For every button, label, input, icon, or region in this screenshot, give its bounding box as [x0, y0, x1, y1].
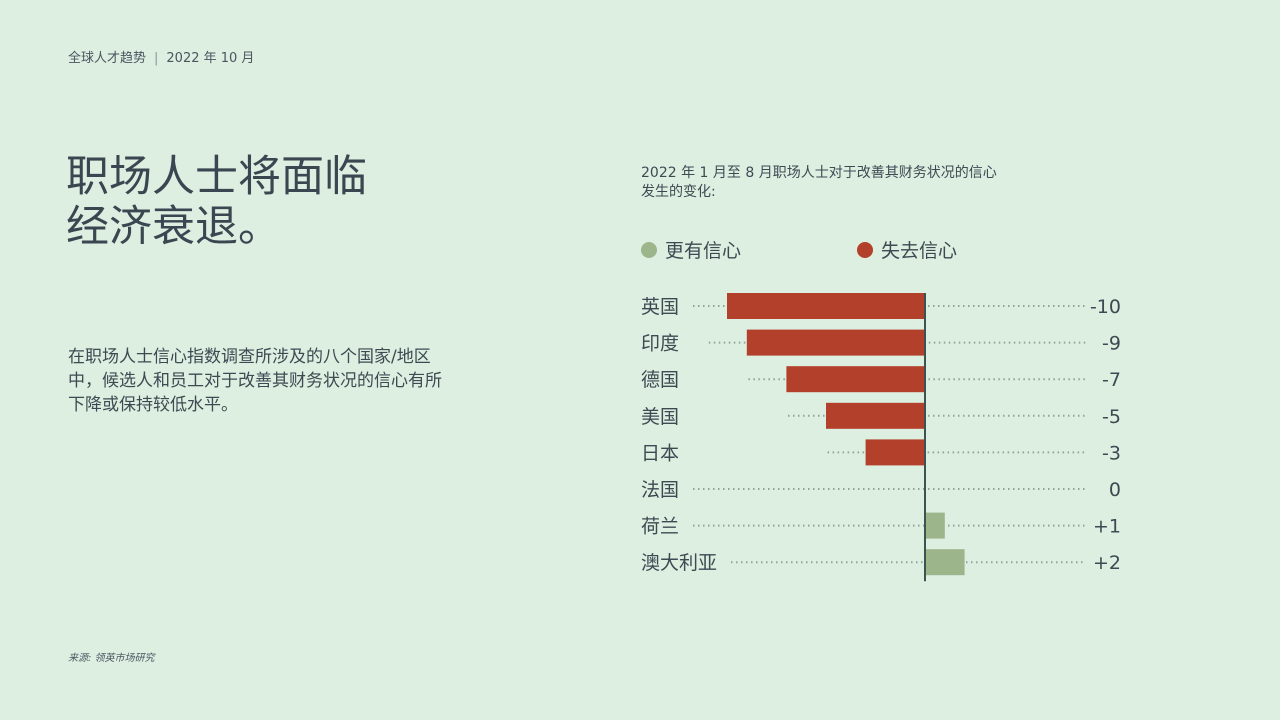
category-label: 法国	[641, 479, 679, 501]
page-title: 职场人士将面临 经济衰退。	[66, 152, 367, 252]
value-label: -3	[1102, 442, 1121, 464]
value-label: -5	[1102, 406, 1121, 428]
source-note: 来源: 领英市场研究	[68, 653, 155, 664]
value-label: +1	[1093, 516, 1121, 538]
category-label: 澳大利亚	[641, 552, 717, 574]
category-label: 英国	[641, 296, 679, 318]
report-header: 全球人才趋势 | 2022 年 10 月	[68, 47, 254, 66]
bar	[865, 439, 925, 466]
value-label: -7	[1102, 369, 1121, 391]
category-label: 德国	[641, 369, 679, 391]
legend-dot-positive-icon	[641, 241, 657, 258]
title-line-2: 经济衰退。	[66, 202, 281, 252]
value-label: 0	[1109, 479, 1121, 501]
bar	[925, 512, 945, 539]
legend-label-negative: 失去信心	[881, 240, 958, 262]
legend-label-positive: 更有信心	[665, 240, 742, 262]
category-label: 日本	[641, 442, 679, 464]
category-label: 美国	[641, 406, 679, 428]
value-label: +2	[1093, 552, 1121, 574]
bar	[786, 366, 925, 393]
category-label: 荷兰	[641, 516, 679, 538]
report-series: 全球人才趋势	[68, 51, 147, 66]
title-line-1: 职场人士将面临	[66, 152, 367, 202]
bar-chart: 英国 -10 印度 -9 德国 -7 美国 -5 日本 -3 法国 0 荷兰 +1 澳大利亚 +2	[641, 293, 1121, 582]
report-date: 2022 年 10 月	[166, 51, 255, 66]
value-label: -10	[1090, 296, 1121, 318]
legend-item-positive: 更有信心	[641, 236, 741, 263]
category-label: 印度	[641, 333, 679, 355]
header-separator: |	[154, 51, 159, 66]
bar	[727, 293, 925, 319]
value-label: -9	[1102, 333, 1121, 355]
bar	[925, 549, 965, 576]
bar	[826, 402, 925, 429]
chart-subtitle: 2022 年 1 月至 8 月职场人士对于改善其财务状况的信心发生的变化:	[641, 165, 997, 200]
legend-item-negative: 失去信心	[857, 236, 957, 263]
description-text: 在职场人士信心指数调查所涉及的八个国家/地区中，候选人和员工对于改善其财务状况的…	[68, 347, 442, 415]
bar	[746, 329, 925, 356]
legend-dot-negative-icon	[857, 241, 873, 258]
